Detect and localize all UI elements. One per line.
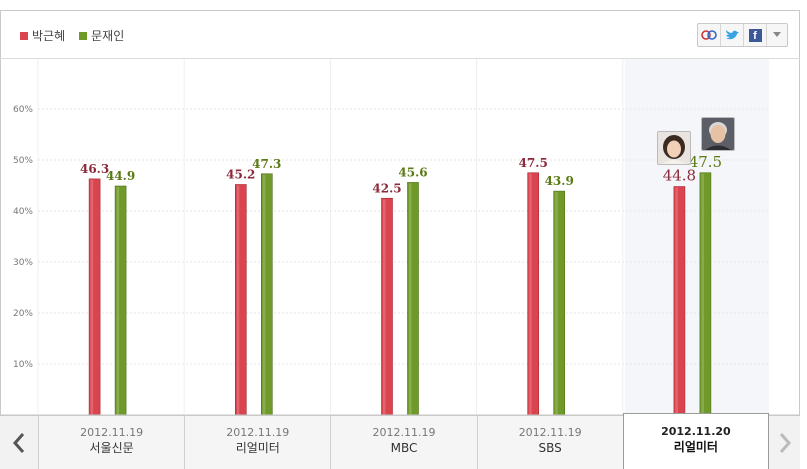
facebook-icon[interactable]: f: [744, 24, 767, 46]
tab-date: 2012.11.19: [80, 426, 144, 439]
y-tick-label: 20%: [13, 309, 33, 319]
data-label: 47.5: [519, 156, 548, 170]
legend-label: 문재인: [91, 29, 125, 43]
data-label: 43.9: [545, 174, 574, 188]
tab-name: 리얼미터: [235, 441, 280, 455]
mypeople-icon[interactable]: [698, 24, 721, 46]
y-tick-label: 30%: [13, 258, 33, 268]
chevron-down-icon[interactable]: [767, 24, 787, 46]
tab-date: 2012.11.20: [661, 425, 731, 438]
header-divider: [0, 58, 800, 59]
chevron-left-icon: [12, 432, 25, 453]
y-tick-label: 10%: [13, 360, 33, 370]
bar-highlight: [409, 183, 412, 415]
bar-highlight: [236, 185, 240, 415]
category-tab[interactable]: 2012.11.19 MBC: [330, 415, 477, 469]
tab-date: 2012.11.19: [518, 426, 582, 439]
category-tab[interactable]: 2012.11.19 서울신문: [38, 415, 185, 469]
bar-highlight: [90, 179, 94, 415]
tab-date: 2012.11.19: [226, 426, 290, 439]
y-tick-label: 60%: [13, 105, 33, 115]
tab-name: 리얼미터: [673, 440, 718, 454]
bar-highlight: [116, 187, 120, 415]
legend: 박근혜 문재인: [20, 27, 124, 44]
bar-highlight: [675, 187, 678, 415]
tab-name: SBS: [538, 441, 562, 455]
legend-swatch-red: [20, 31, 28, 40]
tab-date: 2012.11.19: [372, 426, 436, 439]
category-tab[interactable]: 2012.11.19 리얼미터: [184, 415, 331, 469]
bar-highlight: [383, 199, 386, 415]
data-label: 47.3: [252, 157, 281, 171]
bar-highlight: [262, 174, 266, 415]
nav-prev-button[interactable]: [0, 415, 38, 469]
data-label: 42.5: [372, 181, 401, 195]
chevron-right-icon: [779, 432, 791, 453]
y-tick-label: 50%: [13, 156, 33, 166]
data-label: 44.8: [663, 167, 696, 185]
data-label: 47.5: [689, 153, 722, 171]
tab-name: MBC: [390, 441, 418, 455]
legend-item-moon: 문재인: [79, 27, 124, 44]
candidate-photo-moon: [701, 117, 735, 151]
data-label: 45.6: [398, 165, 427, 179]
category-tab[interactable]: 2012.11.20 리얼미터: [622, 413, 769, 469]
data-label: 45.2: [226, 167, 255, 181]
legend-label: 박근혜: [32, 29, 66, 43]
active-column-highlight: [624, 59, 769, 415]
legend-swatch-green: [79, 31, 88, 40]
facebook-glyph: f: [748, 28, 762, 42]
bar-highlight: [701, 173, 704, 415]
tab-name: 서울신문: [89, 441, 134, 455]
category-tab[interactable]: 2012.11.19 SBS: [476, 415, 623, 469]
candidate-photo-park: [657, 131, 691, 165]
bar-highlight: [529, 173, 532, 415]
nav-next-button[interactable]: [769, 415, 800, 469]
data-label: 44.9: [106, 169, 135, 183]
twitter-icon[interactable]: [721, 24, 744, 46]
bar-highlight: [555, 192, 558, 415]
legend-item-park: 박근혜: [20, 27, 65, 44]
share-toolbar: f: [697, 23, 788, 47]
data-label: 46.3: [80, 162, 109, 176]
y-tick-label: 40%: [13, 207, 33, 217]
